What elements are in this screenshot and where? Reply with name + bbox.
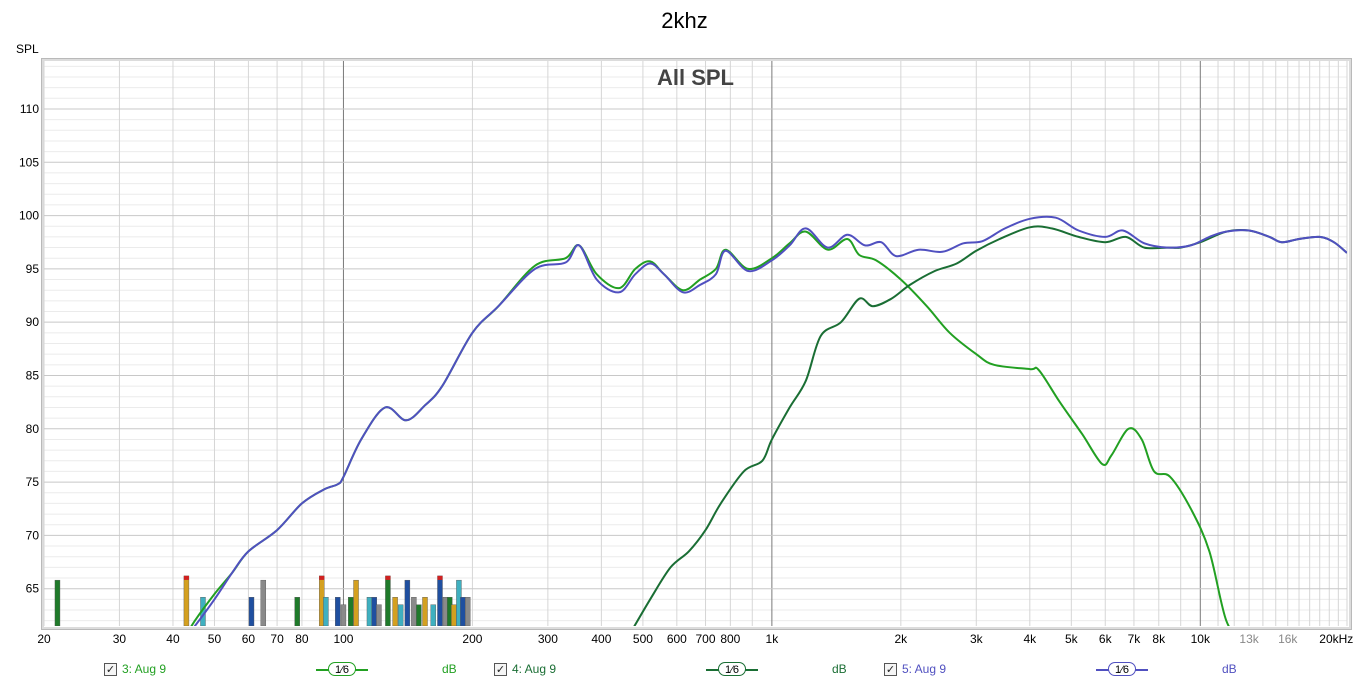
peak-marker <box>411 597 417 626</box>
x-tick-label: 10k <box>1191 632 1211 646</box>
plot-label: All SPL <box>657 65 734 90</box>
y-tick-label: 90 <box>26 315 40 329</box>
y-tick-label: 85 <box>26 368 40 382</box>
x-tick-label: 80 <box>295 632 309 646</box>
legend-label-3: 3: Aug 9 <box>122 662 167 676</box>
peak-marker <box>437 575 443 626</box>
x-tick-label: 100 <box>333 632 353 646</box>
peak-marker <box>323 597 329 626</box>
x-tick-label: 13k <box>1239 632 1259 646</box>
smoothing-label-4: 1⁄6 <box>718 662 746 676</box>
x-tick-label: 800 <box>720 632 740 646</box>
peak-marker <box>260 579 267 626</box>
x-tick-label: 16k <box>1278 632 1298 646</box>
peak-marker <box>371 597 377 626</box>
peak-marker <box>392 597 398 626</box>
legend-item-5[interactable]: ✓ 5: Aug 9 <box>884 660 946 678</box>
peak-marker <box>366 597 373 626</box>
x-tick-label: 20 <box>37 632 51 646</box>
peak-marker <box>460 597 466 626</box>
peak-marker-cap <box>437 575 443 580</box>
peak-marker <box>183 575 190 626</box>
peak-marker <box>54 579 61 626</box>
x-tick-label: 6k <box>1099 632 1113 646</box>
x-tick-label: 700 <box>695 632 715 646</box>
unit-4: dB <box>832 662 847 676</box>
x-tick-label: 1k <box>766 632 780 646</box>
unit-5: dB <box>1222 662 1237 676</box>
smoothing-5[interactable]: 1⁄6 <box>1096 661 1148 677</box>
peak-marker <box>353 579 359 626</box>
x-tick-label: 50 <box>208 632 222 646</box>
y-axis-label: SPL <box>16 42 39 56</box>
peak-marker <box>404 579 411 626</box>
x-tick-label: 7k <box>1128 632 1142 646</box>
peak-marker <box>248 597 255 626</box>
series-line-5 <box>193 215 1347 626</box>
peak-marker-cap <box>385 575 391 580</box>
peak-marker <box>430 604 436 626</box>
peak-marker <box>397 604 404 626</box>
x-tick-label: 3k <box>970 632 984 646</box>
peak-marker <box>385 575 391 626</box>
checkbox-5[interactable]: ✓ <box>884 662 897 676</box>
x-tick-label: 20kHz <box>1319 632 1353 646</box>
peak-marker <box>416 604 422 626</box>
x-tick-label: 8k <box>1152 632 1166 646</box>
checkbox-4[interactable]: ✓ <box>494 662 507 676</box>
smoothing-4[interactable]: 1⁄6 <box>706 661 758 677</box>
y-tick-label: 95 <box>26 262 40 276</box>
y-tick-label: 105 <box>19 155 39 169</box>
x-tick-label: 40 <box>166 632 180 646</box>
x-tick-label: 2k <box>895 632 909 646</box>
peak-marker <box>422 597 428 626</box>
x-tick-label: 30 <box>113 632 127 646</box>
chart-title: 2khz <box>661 8 708 33</box>
plot-frame <box>41 58 1352 630</box>
x-tick-label: 200 <box>462 632 482 646</box>
y-tick-label: 80 <box>26 422 40 436</box>
x-tick-label: 300 <box>538 632 558 646</box>
y-tick-label: 70 <box>26 528 40 542</box>
x-tick-label: 500 <box>633 632 653 646</box>
y-tick-label: 75 <box>26 475 40 489</box>
checkbox-3[interactable]: ✓ <box>104 662 117 676</box>
x-tick-label: 60 <box>242 632 256 646</box>
x-tick-label: 600 <box>667 632 687 646</box>
peak-marker <box>340 604 347 626</box>
peak-marker <box>294 597 300 626</box>
y-tick-label: 100 <box>19 209 39 223</box>
peak-marker <box>376 604 382 626</box>
x-tick-label: 5k <box>1065 632 1079 646</box>
legend-item-4[interactable]: ✓ 4: Aug 9 <box>494 660 556 678</box>
x-tick-label: 70 <box>270 632 284 646</box>
peak-marker <box>348 597 354 626</box>
smoothing-3[interactable]: 1⁄6 <box>316 661 368 677</box>
legend-item-3[interactable]: ✓ 3: Aug 9 <box>104 660 166 678</box>
smoothing-label-5: 1⁄6 <box>1108 662 1136 676</box>
unit-3: dB <box>442 662 457 676</box>
legend-label-4: 4: Aug 9 <box>512 662 557 676</box>
legend-label-5: 5: Aug 9 <box>902 662 947 676</box>
y-tick-label: 110 <box>20 102 39 116</box>
peak-marker-cap <box>183 575 189 580</box>
y-tick-label: 65 <box>26 582 40 596</box>
x-tick-label: 4k <box>1023 632 1037 646</box>
peak-marker <box>335 597 341 626</box>
x-tick-label: 400 <box>591 632 611 646</box>
peak-marker-cap <box>319 575 325 580</box>
peak-marker <box>451 604 457 626</box>
peak-marker <box>465 597 471 626</box>
smoothing-label-3: 1⁄6 <box>328 662 356 676</box>
